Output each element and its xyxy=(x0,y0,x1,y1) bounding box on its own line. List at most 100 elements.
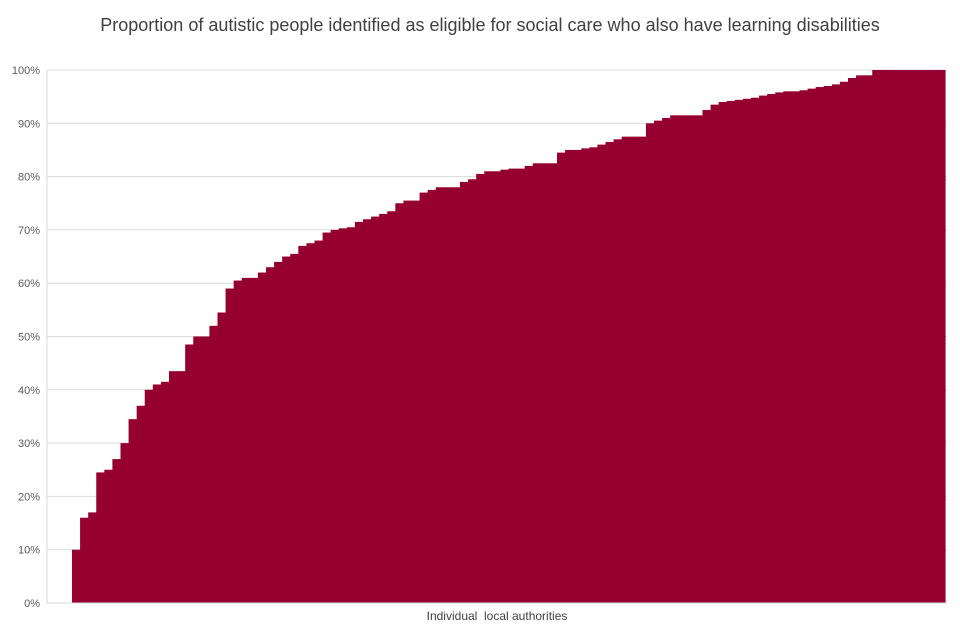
bar xyxy=(346,227,356,604)
bar xyxy=(112,459,122,603)
bar xyxy=(565,149,574,603)
bar xyxy=(177,371,186,603)
bar xyxy=(872,70,881,603)
bar xyxy=(435,187,445,603)
bar xyxy=(104,469,114,603)
bar xyxy=(225,288,235,603)
bar xyxy=(233,280,243,603)
bar xyxy=(548,163,558,603)
bar xyxy=(856,75,865,603)
bar xyxy=(209,325,219,603)
y-tick-label: 20% xyxy=(18,491,40,503)
bar xyxy=(451,187,461,603)
bar xyxy=(290,253,299,603)
bar xyxy=(72,549,81,603)
bar xyxy=(314,240,324,603)
bar xyxy=(783,91,793,603)
bar xyxy=(654,120,663,603)
bar xyxy=(581,148,590,603)
bar xyxy=(460,181,469,603)
bar xyxy=(694,115,704,603)
bar xyxy=(831,84,841,603)
bar xyxy=(807,88,817,603)
bar xyxy=(540,163,550,603)
bar xyxy=(338,228,348,604)
bar xyxy=(613,139,623,604)
bar xyxy=(152,384,162,603)
bar xyxy=(508,168,518,604)
bar xyxy=(516,168,526,604)
bar xyxy=(880,70,890,603)
bar xyxy=(645,123,655,604)
bar xyxy=(597,144,607,603)
bar xyxy=(411,200,421,603)
bar xyxy=(371,216,380,603)
bar xyxy=(767,93,776,604)
bar xyxy=(80,517,89,603)
bar xyxy=(144,389,154,603)
bar xyxy=(524,165,534,603)
bar xyxy=(912,70,922,603)
bar xyxy=(710,104,720,603)
bar xyxy=(751,97,760,603)
bar xyxy=(484,171,493,603)
x-axis-label: Individual local authorities xyxy=(427,609,568,623)
bar xyxy=(702,109,712,603)
bar xyxy=(864,75,873,603)
bar xyxy=(249,277,259,603)
bar xyxy=(120,443,130,603)
bar xyxy=(815,87,825,603)
bar xyxy=(217,312,227,603)
bar xyxy=(96,472,105,603)
y-tick-label: 80% xyxy=(18,172,40,184)
bar xyxy=(379,213,388,603)
bar xyxy=(791,91,801,603)
bar xyxy=(298,245,308,603)
y-tick-label: 0% xyxy=(24,598,40,610)
bar xyxy=(257,272,267,603)
bar xyxy=(621,136,631,604)
y-tick-label: 100% xyxy=(12,65,40,77)
y-tick-label: 60% xyxy=(18,278,40,290)
y-tick-label: 50% xyxy=(18,332,40,344)
bar xyxy=(322,232,332,603)
bar xyxy=(920,70,930,603)
bar xyxy=(403,200,413,603)
bar xyxy=(662,117,671,603)
bar xyxy=(266,267,275,603)
bar xyxy=(823,85,833,604)
bar xyxy=(306,243,316,603)
bar xyxy=(128,419,138,603)
chart-title: Proportion of autistic people identified… xyxy=(100,15,880,35)
y-tick-label: 30% xyxy=(18,438,40,450)
y-tick-label: 90% xyxy=(18,118,40,130)
bar xyxy=(670,115,679,603)
bar xyxy=(532,163,542,603)
bar xyxy=(896,70,906,603)
bar xyxy=(839,81,849,604)
bar xyxy=(734,99,744,603)
bar xyxy=(936,70,946,603)
bar xyxy=(443,187,453,603)
bar xyxy=(468,179,477,603)
bar xyxy=(193,336,202,603)
bar xyxy=(282,256,291,603)
bar xyxy=(888,70,898,603)
bar xyxy=(775,92,784,603)
bars xyxy=(72,70,946,604)
bar xyxy=(201,336,211,603)
bar xyxy=(330,229,340,603)
bar xyxy=(629,136,639,604)
bar xyxy=(363,219,372,604)
bar xyxy=(241,277,251,603)
bar xyxy=(686,115,696,603)
bar xyxy=(742,98,752,603)
bar xyxy=(904,70,914,603)
bar xyxy=(169,371,178,603)
y-tick-label: 40% xyxy=(18,385,40,397)
bar xyxy=(427,189,437,603)
bar xyxy=(928,70,938,603)
bar xyxy=(759,95,768,603)
bar xyxy=(136,405,146,603)
